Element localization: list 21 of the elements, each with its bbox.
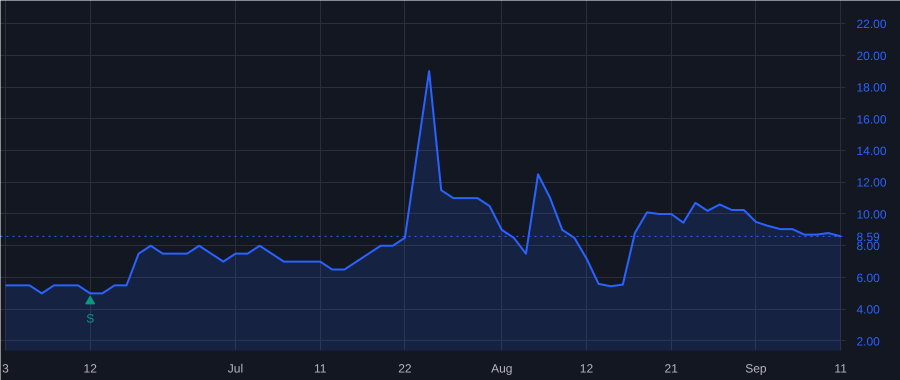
x-tick-label: 3 <box>2 362 10 376</box>
x-tick-label: Aug <box>491 362 512 376</box>
y-tick-label: 16.00 <box>856 112 887 126</box>
x-tick-label: 12 <box>84 362 98 376</box>
annotation: S <box>86 311 94 326</box>
y-tick-label: 10.00 <box>856 207 887 222</box>
y-tick-label: 2.00 <box>856 334 880 348</box>
y-tick-label: 12.00 <box>856 176 887 190</box>
x-tick-label: 12 <box>580 362 594 376</box>
y-tick-label: 4.00 <box>856 302 880 317</box>
y-tick-label: 14.00 <box>856 144 887 158</box>
x-tick-label: Sep <box>745 362 767 376</box>
x-tick-label: 11 <box>314 362 327 376</box>
x-tick-label: 11 <box>834 362 848 376</box>
y-tick-label: 18.00 <box>856 80 887 95</box>
x-tick-label: 22 <box>398 362 412 376</box>
y-tick-label: 6.00 <box>856 270 880 285</box>
x-tick-label: 21 <box>664 362 678 376</box>
x-tick-label: Jul <box>228 362 244 376</box>
y-tick-label: 22.00 <box>856 17 887 32</box>
y-tick-label: 20.00 <box>856 48 887 63</box>
